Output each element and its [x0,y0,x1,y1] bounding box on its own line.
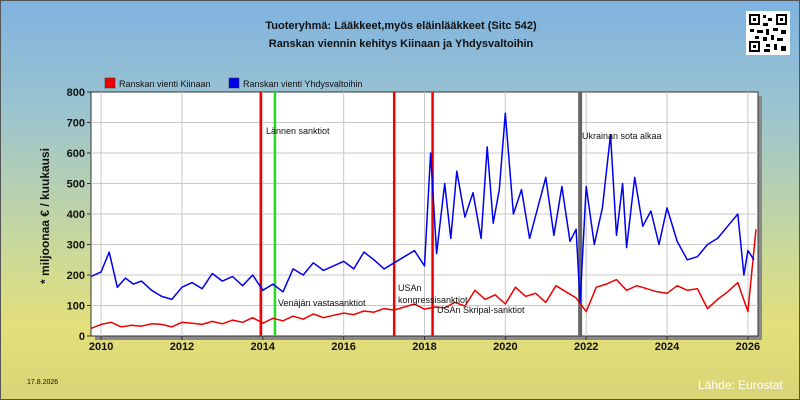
x-tick-label-8: 2026 [736,341,760,353]
event-annotation-3-b: kongressisanktiot [398,295,468,305]
y-tick-label-8: 800 [67,87,85,99]
y-tick-label-6: 600 [67,148,85,160]
y-tick-label-5: 500 [67,179,85,191]
y-tick-label-4: 400 [67,209,85,221]
x-tick-label-6: 2022 [574,341,598,353]
series-line-0 [90,229,757,330]
legend-label-usa: Ranskan vienti Yhdysvaltoihin [243,79,362,89]
event-annotation-1: Lännen sanktiot [266,126,330,136]
x-tick-label-3: 2016 [331,341,355,353]
event-annotation-3-a: USAn [398,283,422,293]
x-tick-label-1: 2012 [170,341,194,353]
x-tick-label-7: 2024 [655,341,680,353]
legend-label-china: Ranskan vienti Kiinaan [119,79,211,89]
qr-code-icon [746,11,790,55]
event-annotation-2: Venäjän vastasanktiot [278,298,366,308]
legend: Ranskan vienti Kiinaan Ranskan vienti Yhd… [104,77,362,89]
x-tick-label-2: 2014 [251,341,276,353]
x-tick-label-4: 2018 [412,341,436,353]
y-tick-label-3: 300 [67,240,85,252]
x-tick-label-0: 2010 [89,341,113,353]
y-tick-label-7: 700 [67,118,85,130]
chart-title: Tuoteryhmä: Lääkkeet,myös eläinlääkkeet … [265,20,537,32]
chart-subtitle: Ranskan viennin kehitys Kiinaan ja Yhdys… [268,38,534,50]
legend-swatch-china [104,77,116,89]
y-tick-label-0: 0 [79,331,85,343]
y-tick-label-1: 100 [67,301,85,313]
series-line-1 [90,112,755,304]
source-label: Lähde: Eurostat [698,378,783,392]
y-tick-label-2: 200 [67,270,85,282]
legend-swatch-usa [228,77,240,89]
date-stamp: 17.8.2026 [27,379,59,386]
x-tick-label-5: 2020 [493,341,517,353]
event-annotation-5: Ukrainan sota alkaa [582,131,662,141]
event-annotation-4: USAn Skripal-sanktiot [437,305,525,315]
